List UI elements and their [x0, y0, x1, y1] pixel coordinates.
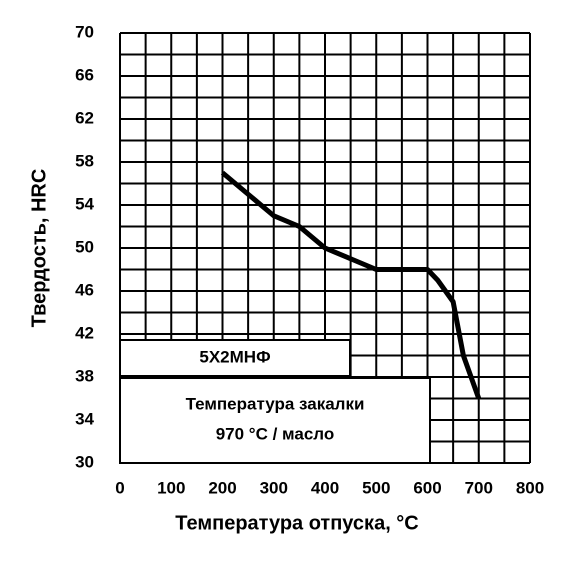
- y-tick-label: 62: [75, 108, 94, 127]
- y-tick-label: 50: [75, 237, 94, 256]
- y-tick-label: 70: [75, 22, 94, 41]
- x-tick-label: 500: [362, 478, 390, 497]
- y-tick-label: 58: [75, 151, 94, 170]
- y-axis-label: Твердость, HRC: [28, 169, 50, 328]
- x-axis-label: Температура отпуска, °С: [175, 512, 419, 534]
- x-tick-label: 100: [157, 478, 185, 497]
- x-tick-label: 700: [465, 478, 493, 497]
- x-tick-label: 0: [115, 478, 124, 497]
- data-line: [220, 170, 482, 400]
- legend-box: [119, 339, 351, 377]
- annotation: Температура закалки: [186, 394, 365, 413]
- y-tick-label: 42: [75, 323, 94, 342]
- x-tick-label: 300: [260, 478, 288, 497]
- annotation: 970 °С / масло: [216, 424, 335, 443]
- x-tick-label: 200: [208, 478, 236, 497]
- y-tick-label: 34: [75, 409, 94, 428]
- annotation-box: [119, 377, 431, 464]
- y-tick-label: 54: [75, 194, 94, 213]
- x-tick-label: 600: [413, 478, 441, 497]
- x-tick-label: 800: [516, 478, 544, 497]
- x-tick-label: 400: [311, 478, 339, 497]
- y-tick-label: 46: [75, 280, 94, 299]
- y-tick-label: 30: [75, 452, 94, 471]
- y-tick-label: 38: [75, 366, 94, 385]
- legend-label: 5Х2МНФ: [199, 347, 270, 366]
- y-tick-label: 66: [75, 65, 94, 84]
